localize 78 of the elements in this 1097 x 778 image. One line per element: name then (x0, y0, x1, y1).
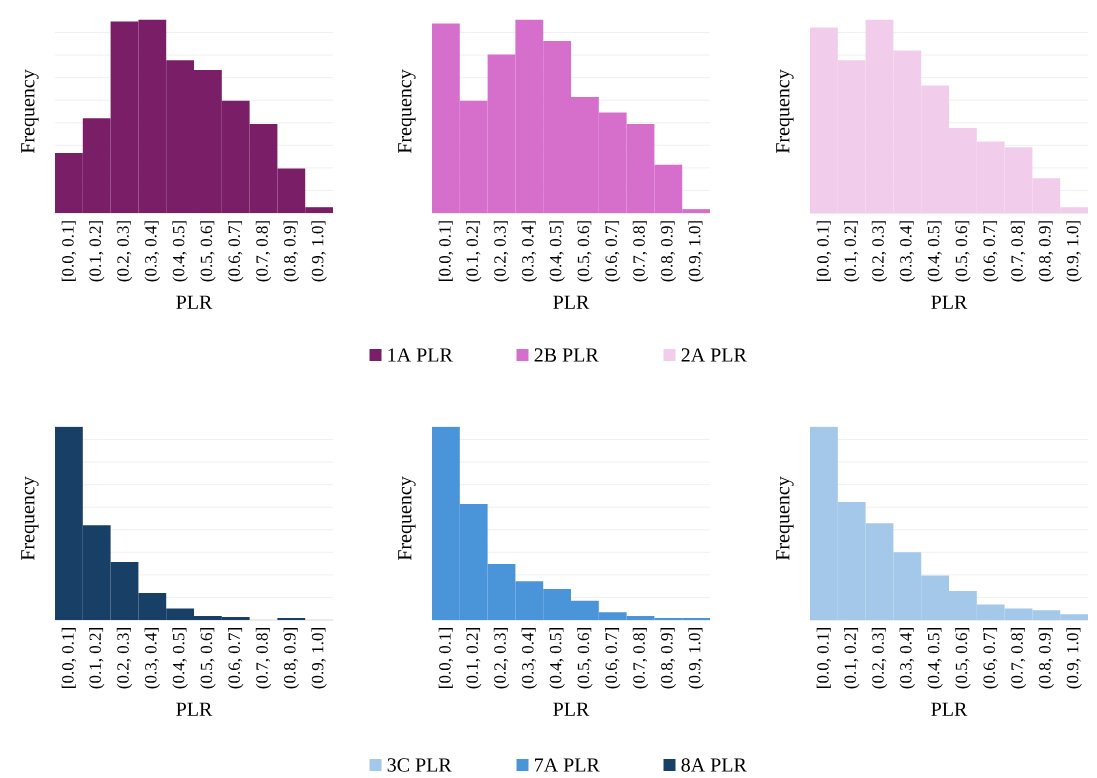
x-axis-title: PLR (931, 702, 968, 716)
legend-label: 2A PLR (681, 348, 747, 362)
x-tick-label: (0.2, 0.3] (493, 221, 510, 282)
x-tick-label: (0.5, 0.6] (955, 221, 971, 282)
x-tick-label: [0.0, 0.1] (61, 628, 77, 688)
x-tick-label: (0.5, 0.6] (577, 221, 593, 282)
x-tick-label: [0.0, 0.1] (816, 221, 832, 281)
x-tick-label: (0.1, 0.2] (844, 221, 860, 282)
x-tick-label: (0.6, 0.7] (605, 628, 621, 689)
x-tick-label: (0.9, 1.0] (1066, 221, 1082, 282)
x-tick-label: (0.2, 0.3] (871, 221, 888, 282)
x-tick-label: (0.8, 0.9] (283, 628, 300, 689)
legend-label: 7A PLR (535, 758, 600, 772)
x-tick-label: (0.8, 0.9] (283, 221, 300, 282)
y-axis-title: Frequency (21, 476, 39, 561)
x-tick-label: (0.5, 0.6] (955, 628, 971, 689)
x-tick-label: (0.2, 0.3] (493, 628, 510, 689)
x-tick-label: (0.4, 0.5] (172, 628, 188, 689)
x-tick-label: (0.1, 0.2] (466, 221, 482, 282)
x-axis-title: PLR (553, 295, 590, 309)
x-tick-label: (0.3, 0.4] (899, 221, 916, 282)
x-tick-label: (0.8, 0.9] (1038, 628, 1055, 689)
x-tick-label: (0.8, 0.9] (660, 221, 677, 282)
x-tick-label: (0.1, 0.2] (89, 628, 105, 689)
y-axis-title: Frequency (398, 69, 416, 154)
legend-label: 8A PLR (681, 758, 747, 772)
legend-label: 2B PLR (534, 348, 599, 362)
x-axis-title: PLR (176, 702, 213, 716)
x-tick-label: (0.7, 0.8] (255, 221, 272, 282)
x-tick-label: (0.4, 0.5] (927, 628, 943, 689)
legend-label: 1A PLR (388, 348, 453, 362)
legend-label: 3C PLR (387, 758, 452, 772)
x-tick-label: (0.1, 0.2] (466, 628, 482, 689)
x-tick-label: (0.4, 0.5] (549, 221, 565, 282)
x-tick-label: (0.8, 0.9] (1038, 221, 1055, 282)
x-tick-label: (0.3, 0.4] (144, 628, 161, 689)
y-axis-title: Frequency (776, 476, 794, 561)
x-tick-label: (0.5, 0.6] (577, 628, 593, 689)
x-tick-label: (0.3, 0.4] (521, 221, 538, 282)
x-tick-label: (0.6, 0.7] (983, 221, 999, 282)
x-tick-label: (0.5, 0.6] (200, 628, 216, 689)
x-tick-label: (0.9, 1.0] (311, 628, 327, 689)
x-tick-label: [0.0, 0.1] (438, 628, 454, 688)
x-tick-label: (0.4, 0.5] (549, 628, 565, 689)
x-tick-label: (0.6, 0.7] (983, 628, 999, 689)
x-tick-label: (0.5, 0.6] (200, 221, 216, 282)
x-tick-label: (0.3, 0.4] (899, 628, 916, 689)
x-tick-label: (0.9, 1.0] (1066, 628, 1082, 689)
x-tick-label: (0.3, 0.4] (521, 628, 538, 689)
x-tick-label: (0.2, 0.3] (116, 221, 133, 282)
x-tick-label: (0.8, 0.9] (660, 628, 677, 689)
x-tick-label: (0.6, 0.7] (605, 221, 621, 282)
x-tick-label: (0.2, 0.3] (116, 628, 133, 689)
x-axis-title: PLR (553, 702, 590, 716)
x-tick-label: (0.6, 0.7] (228, 221, 244, 282)
x-axis-title: PLR (176, 295, 213, 309)
x-tick-label: (0.4, 0.5] (172, 221, 188, 282)
x-tick-label: (0.9, 1.0] (688, 628, 704, 689)
x-tick-label: (0.9, 1.0] (311, 221, 327, 282)
x-tick-label: [0.0, 0.1] (438, 221, 454, 281)
x-tick-label: (0.2, 0.3] (871, 628, 888, 689)
x-tick-label: (0.4, 0.5] (927, 221, 943, 282)
y-axis-title: Frequency (21, 69, 39, 154)
x-tick-label: (0.7, 0.8] (632, 221, 649, 282)
x-tick-label: (0.1, 0.2] (89, 221, 105, 282)
x-tick-label: (0.1, 0.2] (844, 628, 860, 689)
x-tick-label: (0.7, 0.8] (1010, 221, 1027, 282)
x-tick-label: [0.0, 0.1] (816, 628, 832, 688)
x-tick-label: (0.7, 0.8] (1010, 628, 1027, 689)
y-axis-title: Frequency (398, 476, 416, 561)
x-axis-title: PLR (931, 295, 968, 309)
x-tick-label: (0.6, 0.7] (228, 628, 244, 689)
x-tick-label: (0.7, 0.8] (255, 628, 272, 689)
x-tick-label: (0.3, 0.4] (144, 221, 161, 282)
x-tick-label: [0.0, 0.1] (61, 221, 77, 281)
x-tick-label: (0.7, 0.8] (632, 628, 649, 689)
x-tick-label: (0.9, 1.0] (688, 221, 704, 282)
y-axis-title: Frequency (776, 69, 794, 154)
